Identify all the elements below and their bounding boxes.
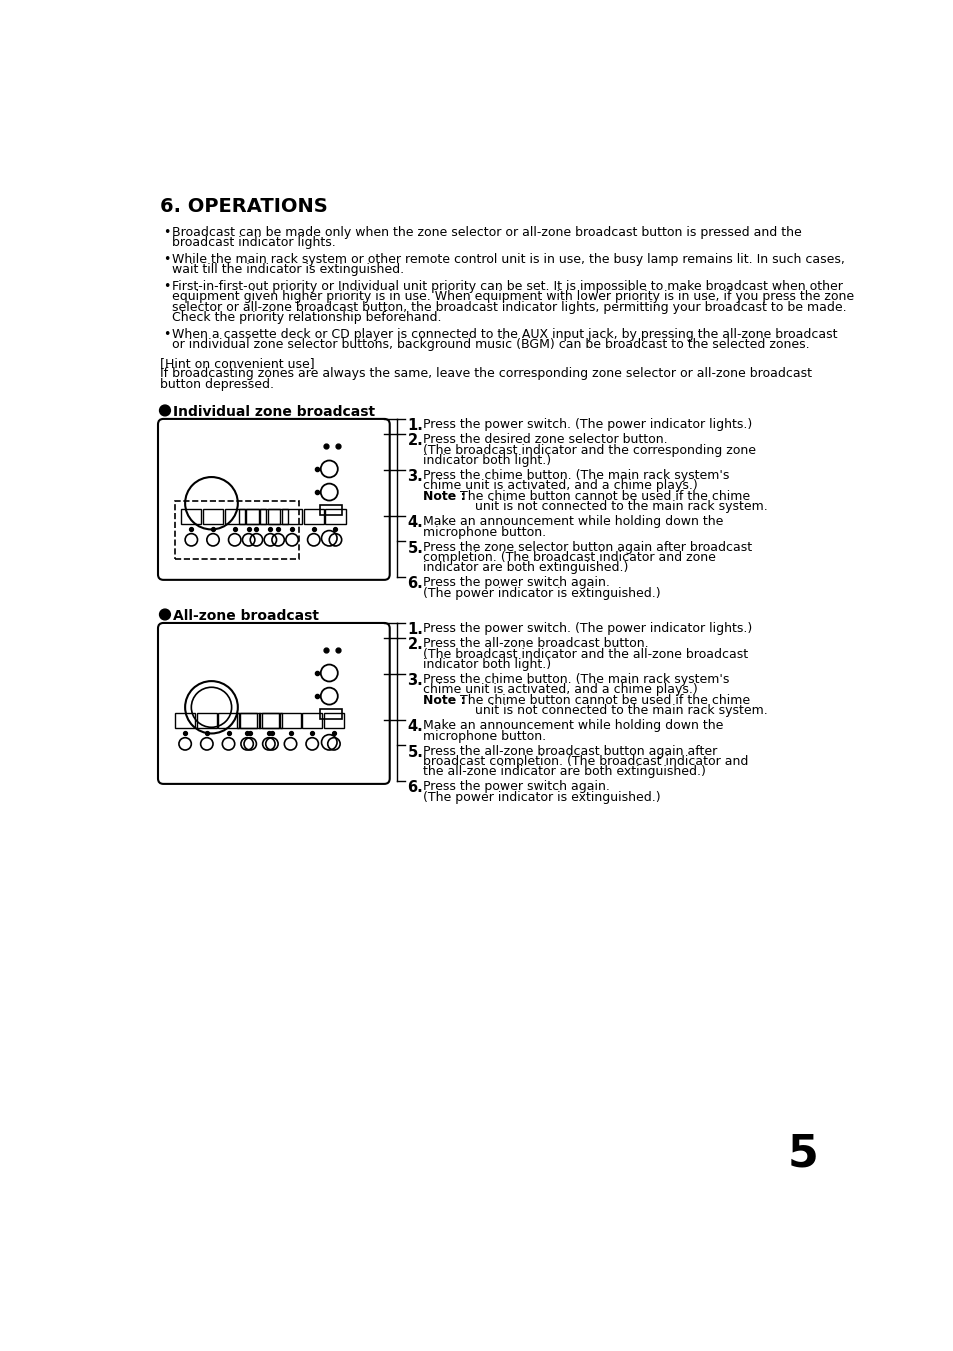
Text: Press the chime button. (The main rack system's: Press the chime button. (The main rack s… <box>422 469 729 482</box>
Text: Broadcast can be made only when the zone selector or all-zone broadcast button i: Broadcast can be made only when the zone… <box>172 226 801 239</box>
Text: (The broadcast indicator and the corresponding zone: (The broadcast indicator and the corresp… <box>422 443 756 457</box>
Text: Note :: Note : <box>422 490 465 503</box>
FancyBboxPatch shape <box>158 419 390 580</box>
Text: indicator are both extinguished.): indicator are both extinguished.) <box>422 562 628 574</box>
Bar <box>282 509 302 524</box>
Text: Press the desired zone selector button.: Press the desired zone selector button. <box>422 434 667 446</box>
Bar <box>319 709 341 719</box>
Text: 2.: 2. <box>407 638 423 653</box>
Bar <box>174 501 298 559</box>
Bar <box>319 505 341 515</box>
Text: unit is not connected to the main rack system.: unit is not connected to the main rack s… <box>422 500 767 513</box>
Text: 5.: 5. <box>407 540 423 555</box>
Bar <box>181 509 201 524</box>
Text: Individual zone broadcast: Individual zone broadcast <box>173 405 375 419</box>
Text: the all-zone indicator are both extinguished.): the all-zone indicator are both extingui… <box>422 766 705 778</box>
Text: Press the power switch. (The power indicator lights.): Press the power switch. (The power indic… <box>422 623 752 635</box>
Text: Press the zone selector button again after broadcast: Press the zone selector button again aft… <box>422 540 751 554</box>
Circle shape <box>159 609 171 620</box>
Text: chime unit is activated, and a chime plays.): chime unit is activated, and a chime pla… <box>422 684 697 696</box>
Bar <box>236 713 257 728</box>
Text: broadcast completion. (The broadcast indicator and: broadcast completion. (The broadcast ind… <box>422 755 748 767</box>
Text: Check the priority relationship beforehand.: Check the priority relationship beforeha… <box>172 311 441 324</box>
Bar <box>260 509 280 524</box>
Text: 1.: 1. <box>407 419 423 434</box>
Bar <box>303 509 323 524</box>
Text: Make an announcement while holding down the: Make an announcement while holding down … <box>422 515 722 528</box>
Text: 2.: 2. <box>407 434 423 449</box>
Text: (The power indicator is extinguished.): (The power indicator is extinguished.) <box>422 586 660 600</box>
Text: indicator both light.): indicator both light.) <box>422 454 551 467</box>
Text: Press the power switch. (The power indicator lights.): Press the power switch. (The power indic… <box>422 419 752 431</box>
Text: or individual zone selector buttons, background music (BGM) can be broadcast to : or individual zone selector buttons, bac… <box>172 338 809 351</box>
Text: broadcast indicator lights.: broadcast indicator lights. <box>172 236 335 250</box>
Text: 1.: 1. <box>407 623 423 638</box>
Bar <box>203 509 223 524</box>
Bar <box>196 713 216 728</box>
Bar <box>280 713 300 728</box>
Text: selector or all-zone broadcast button, the broadcast indicator lights, permittin: selector or all-zone broadcast button, t… <box>172 301 845 313</box>
Text: Press the all-zone broadcast button.: Press the all-zone broadcast button. <box>422 638 648 650</box>
Text: •: • <box>162 226 170 239</box>
Text: 3.: 3. <box>407 469 423 484</box>
Text: •: • <box>162 280 170 293</box>
Text: [Hint on convenient use]: [Hint on convenient use] <box>159 357 314 370</box>
Text: Make an announcement while holding down the: Make an announcement while holding down … <box>422 719 722 732</box>
Bar <box>258 713 278 728</box>
Bar <box>238 509 258 524</box>
Text: •: • <box>162 328 170 340</box>
Text: button depressed.: button depressed. <box>159 378 274 390</box>
Bar <box>302 713 322 728</box>
Bar <box>174 713 195 728</box>
FancyBboxPatch shape <box>158 623 390 784</box>
Circle shape <box>159 405 171 416</box>
Text: wait till the indicator is extinguished.: wait till the indicator is extinguished. <box>172 263 404 277</box>
Text: First-in-first-out priority or Individual unit priority can be set. It is imposs: First-in-first-out priority or Individua… <box>172 280 841 293</box>
Text: unit is not connected to the main rack system.: unit is not connected to the main rack s… <box>422 704 767 717</box>
Text: equipment given higher priority is in use. When equipment with lower priority is: equipment given higher priority is in us… <box>172 290 853 304</box>
Text: Press the all-zone broadcast button again after: Press the all-zone broadcast button agai… <box>422 744 717 758</box>
Text: (The power indicator is extinguished.): (The power indicator is extinguished.) <box>422 790 660 804</box>
Bar <box>246 509 266 524</box>
Text: Note :: Note : <box>422 694 465 707</box>
Text: 3.: 3. <box>407 673 423 688</box>
Text: The chime button cannot be used if the chime: The chime button cannot be used if the c… <box>452 694 750 707</box>
Text: Press the chime button. (The main rack system's: Press the chime button. (The main rack s… <box>422 673 729 686</box>
Text: 4.: 4. <box>407 719 423 734</box>
Text: When a cassette deck or CD player is connected to the AUX input jack, by pressin: When a cassette deck or CD player is con… <box>172 328 837 340</box>
Text: Press the power switch again.: Press the power switch again. <box>422 781 609 793</box>
Bar <box>261 713 282 728</box>
Text: The chime button cannot be used if the chime: The chime button cannot be used if the c… <box>452 490 750 503</box>
Text: microphone button.: microphone button. <box>422 730 546 743</box>
Text: indicator both light.): indicator both light.) <box>422 658 551 671</box>
Text: completion. (The broadcast indicator and zone: completion. (The broadcast indicator and… <box>422 551 715 563</box>
Text: While the main rack system or other remote control unit is in use, the busy lamp: While the main rack system or other remo… <box>172 253 844 266</box>
Text: chime unit is activated, and a chime plays.): chime unit is activated, and a chime pla… <box>422 480 697 492</box>
Text: 5.: 5. <box>407 744 423 759</box>
Bar <box>218 713 238 728</box>
Text: •: • <box>162 253 170 266</box>
Bar <box>323 713 344 728</box>
Text: 4.: 4. <box>407 515 423 530</box>
Bar <box>240 713 260 728</box>
Text: microphone button.: microphone button. <box>422 526 546 539</box>
Bar <box>325 509 345 524</box>
Text: (The broadcast indicator and the all-zone broadcast: (The broadcast indicator and the all-zon… <box>422 647 747 661</box>
Bar <box>268 509 288 524</box>
Text: 6. OPERATIONS: 6. OPERATIONS <box>159 197 327 216</box>
Text: Press the power switch again.: Press the power switch again. <box>422 577 609 589</box>
Text: All-zone broadcast: All-zone broadcast <box>173 609 319 623</box>
Text: 6.: 6. <box>407 781 423 796</box>
Text: 6.: 6. <box>407 577 423 592</box>
Text: 5: 5 <box>786 1132 818 1175</box>
Bar <box>224 509 245 524</box>
Text: If broadcasting zones are always the same, leave the corresponding zone selector: If broadcasting zones are always the sam… <box>159 367 811 381</box>
